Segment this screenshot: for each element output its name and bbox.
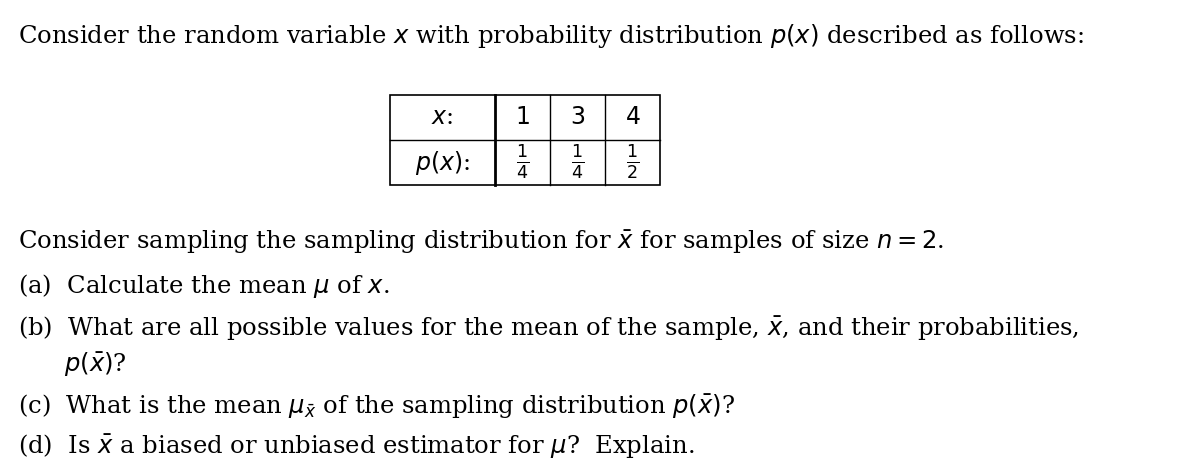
Text: $p(\bar{x})$?: $p(\bar{x})$? — [18, 350, 127, 378]
Text: Consider the random variable $x$ with probability distribution $p(x)$ described : Consider the random variable $x$ with pr… — [18, 22, 1084, 50]
Text: $x$:: $x$: — [431, 106, 454, 129]
Bar — [390, 95, 660, 185]
Text: (c)  What is the mean $\mu_{\bar{x}}$ of the sampling distribution $p(\bar{x})$?: (c) What is the mean $\mu_{\bar{x}}$ of … — [18, 392, 736, 420]
Text: $\frac{1}{2}$: $\frac{1}{2}$ — [626, 144, 640, 182]
Text: $\frac{1}{4}$: $\frac{1}{4}$ — [571, 144, 584, 182]
Text: $p(x)$:: $p(x)$: — [415, 148, 470, 176]
Text: Consider sampling the sampling distribution for $\bar{x}$ for samples of size $n: Consider sampling the sampling distribut… — [18, 228, 944, 256]
Text: (b)  What are all possible values for the mean of the sample, $\bar{x}$, and the: (b) What are all possible values for the… — [18, 314, 1079, 342]
Text: $4$: $4$ — [625, 106, 641, 129]
Text: (a)  Calculate the mean $\mu$ of $x$.: (a) Calculate the mean $\mu$ of $x$. — [18, 272, 390, 300]
Text: $\frac{1}{4}$: $\frac{1}{4}$ — [516, 144, 529, 182]
Text: $1$: $1$ — [515, 106, 530, 129]
Text: $3$: $3$ — [570, 106, 586, 129]
Text: (d)  Is $\bar{x}$ a biased or unbiased estimator for $\mu$?  Explain.: (d) Is $\bar{x}$ a biased or unbiased es… — [18, 432, 695, 460]
